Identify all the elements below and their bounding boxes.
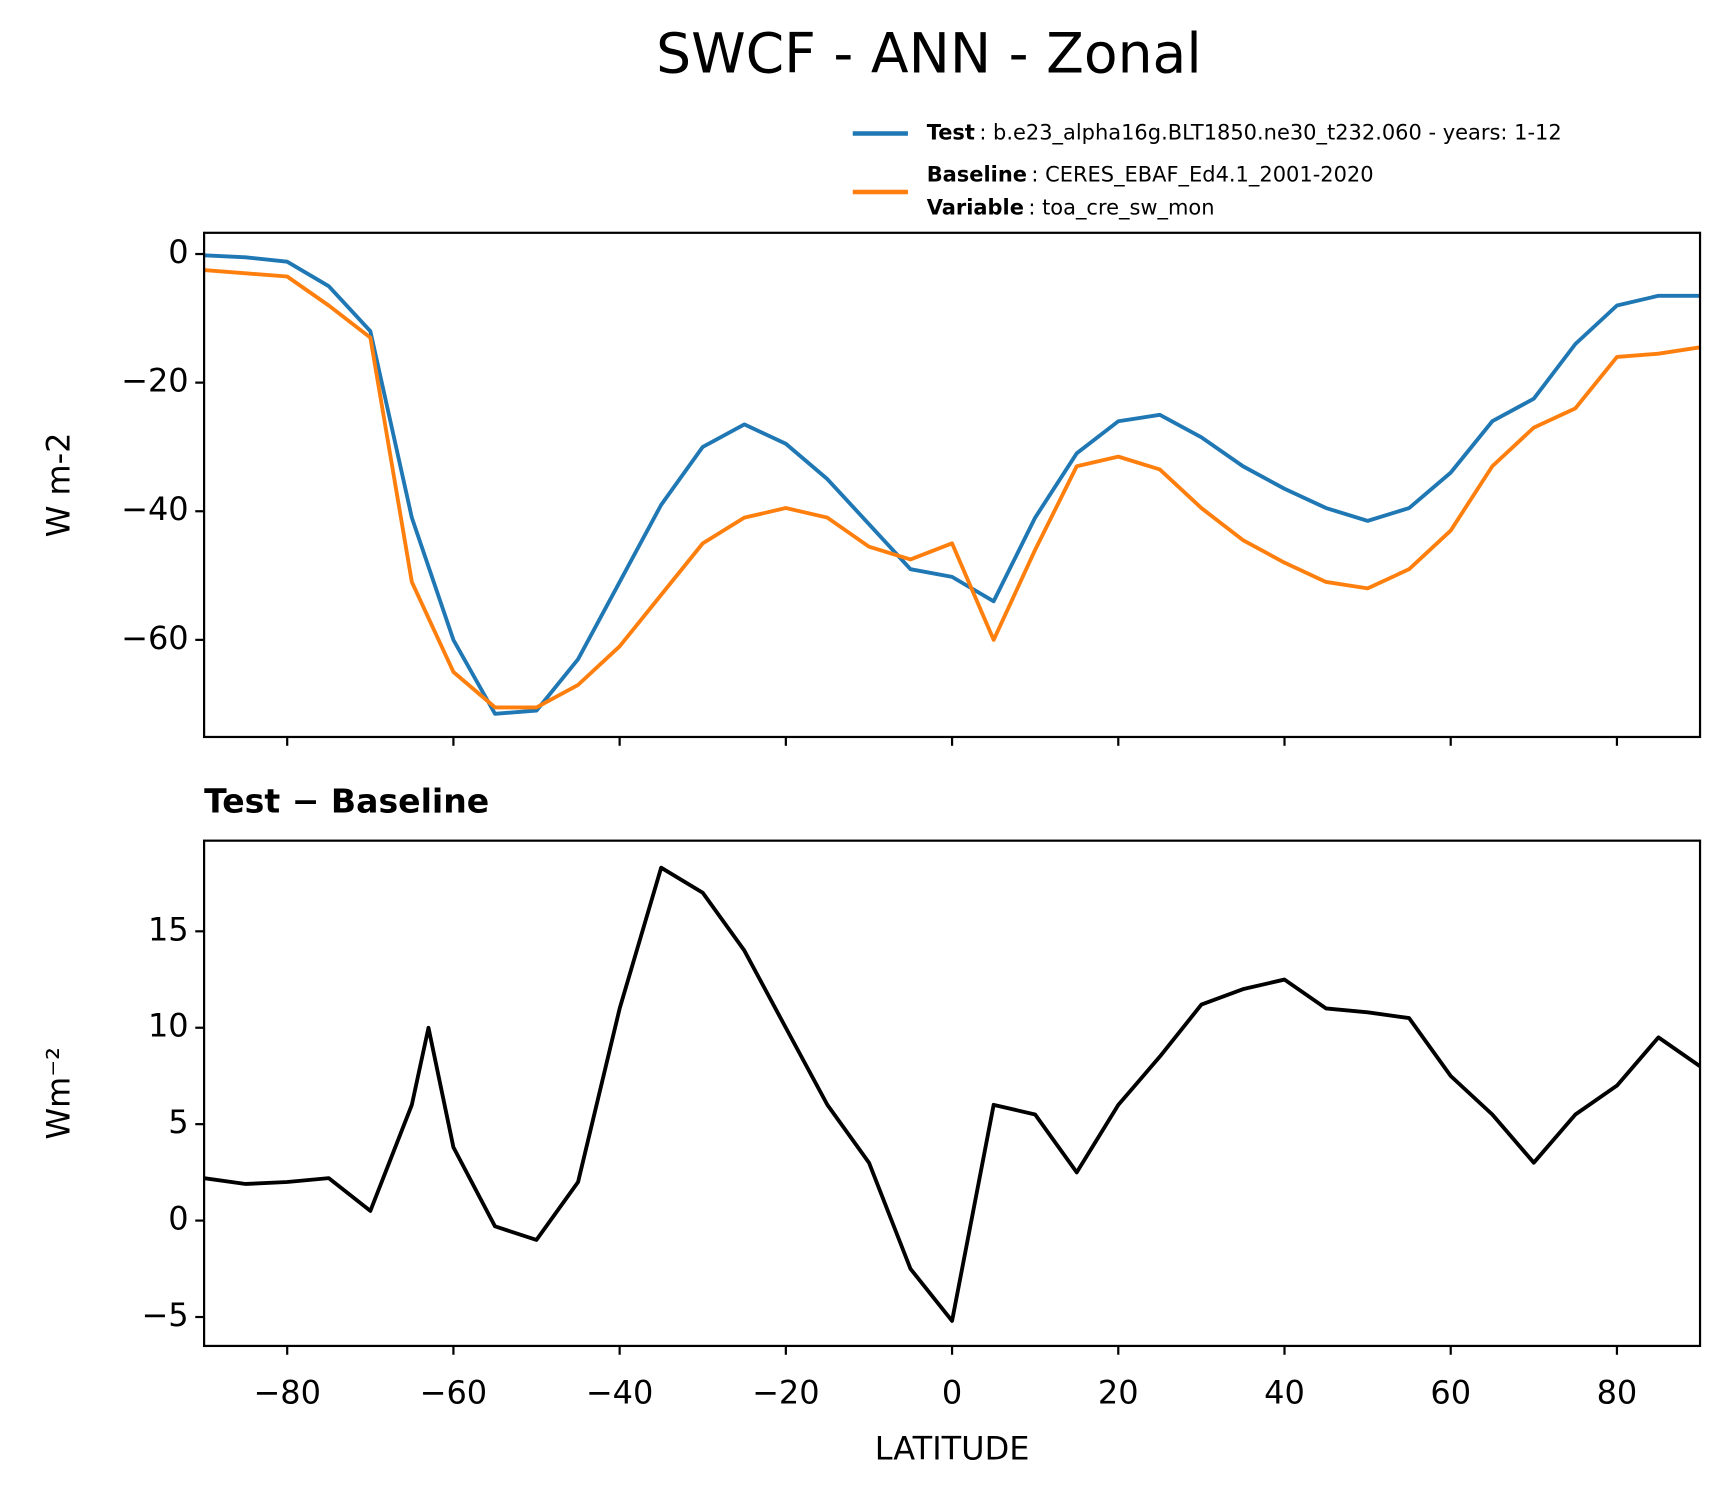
y-tick-label: 0 [168, 1200, 188, 1238]
legend-label: Test: b.e23_alpha16g.BLT1850.ne30_t232.0… [927, 121, 1562, 146]
y-axis-label: W m-2 [40, 432, 78, 537]
axes-frame [202, 231, 1702, 739]
x-tick-label: −60 [420, 1373, 488, 1411]
y-tick-label: 15 [148, 910, 189, 948]
x-tick-label: 0 [942, 1373, 962, 1411]
axes-frame [202, 839, 1702, 1348]
x-tick-label: 40 [1264, 1373, 1305, 1411]
x-tick-label: −20 [752, 1373, 820, 1411]
legend-key: Test [927, 121, 975, 145]
legend-text: : b.e23_alpha16g.BLT1850.ne30_t232.060 -… [979, 121, 1561, 146]
figure-title: SWCF - ANN - Zonal [656, 23, 1202, 87]
y-tick-label: −60 [121, 619, 188, 657]
legend-key: Baseline [927, 162, 1027, 186]
x-axis-label: LATITUDE [875, 1430, 1030, 1468]
y-tick-label: 5 [168, 1103, 188, 1141]
y-tick-label: −20 [121, 362, 188, 400]
y-tick-label: −40 [121, 490, 188, 528]
x-tick-label: −40 [586, 1373, 654, 1411]
y-axis-label: Wm⁻² [40, 1047, 78, 1140]
x-tick-label: 80 [1597, 1373, 1638, 1411]
y-tick-label: −5 [141, 1296, 188, 1334]
series-line [204, 865, 1701, 1323]
legend-key: Variable [927, 196, 1024, 220]
legend-text: : CERES_EBAF_Ed4.1_2001-2020 [1031, 162, 1373, 187]
y-tick-label: 10 [148, 1007, 189, 1045]
x-tick-label: 60 [1430, 1373, 1471, 1411]
series-line [204, 268, 1701, 710]
y-tick-label: 0 [168, 233, 188, 271]
series-line [204, 253, 1701, 716]
x-tick-label: −80 [253, 1373, 320, 1411]
legend-text: : toa_cre_sw_mon [1028, 196, 1214, 221]
legend-label: Baseline: CERES_EBAF_Ed4.1_2001-2020 [927, 162, 1374, 187]
panel-title: Test − Baseline [204, 782, 489, 821]
legend-label: Variable: toa_cre_sw_mon [927, 196, 1215, 221]
x-tick-label: 20 [1098, 1373, 1139, 1411]
